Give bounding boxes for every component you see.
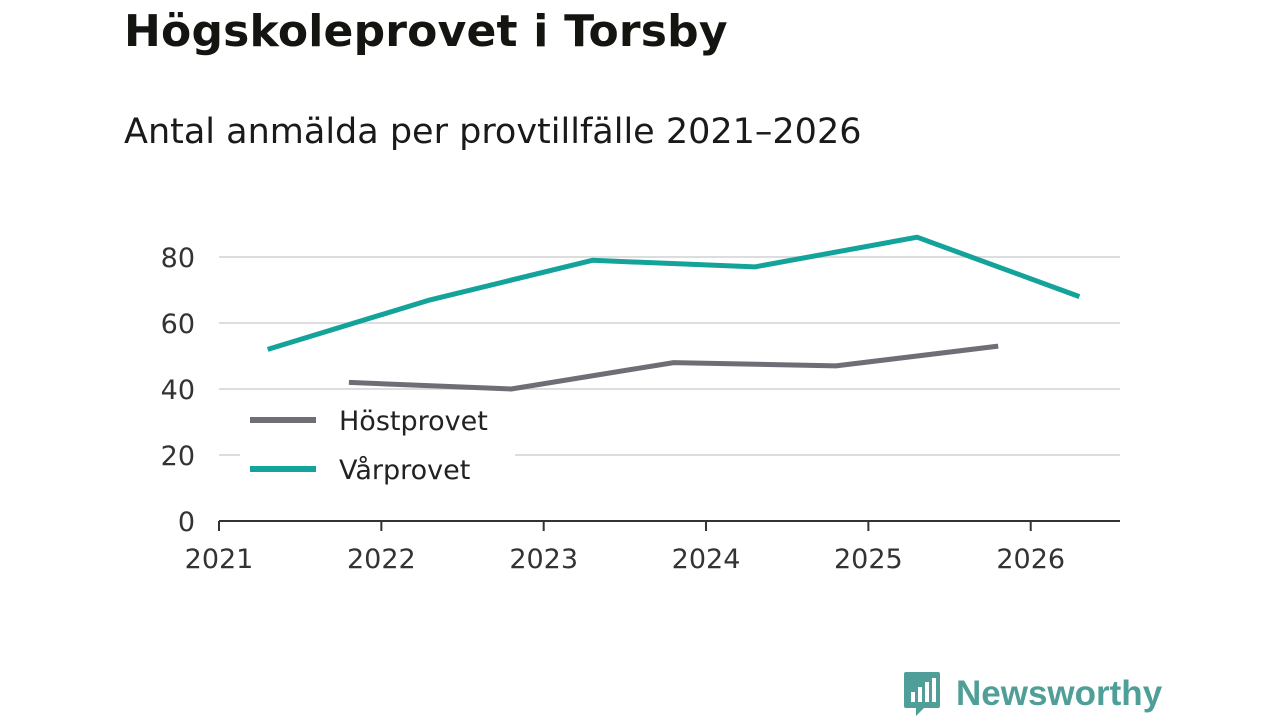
y-tick-label: 0 <box>178 507 195 538</box>
series-line-v-rprovet <box>266 234 1081 352</box>
brand-logo: Newsworthy <box>902 670 1162 718</box>
x-tick-label: 2022 <box>347 544 416 575</box>
y-tick-label: 80 <box>161 243 195 274</box>
x-tick-label: 2025 <box>834 544 903 575</box>
chart-title: Högskoleprovet i Torsby <box>124 6 728 57</box>
series-line-h-stprovet <box>348 343 999 392</box>
x-tick-label: 2026 <box>996 544 1065 575</box>
legend: Höstprovet Vårprovet <box>240 400 515 492</box>
series-lines <box>266 234 1081 392</box>
x-tick-label: 2021 <box>185 544 254 575</box>
y-tick-label: 20 <box>161 441 195 472</box>
legend-label: Vårprovet <box>339 455 470 486</box>
y-tick-label: 40 <box>161 375 195 406</box>
x-axis: 2021 2022 2023 2024 2025 2026 <box>185 520 1120 575</box>
x-tick-label: 2023 <box>509 544 578 575</box>
legend-background <box>240 400 515 492</box>
y-tick-label: 60 <box>161 309 195 340</box>
brand-name: Newsworthy <box>956 674 1163 713</box>
y-axis-labels: 0 20 40 60 80 <box>161 243 195 538</box>
legend-label: Höstprovet <box>339 406 488 437</box>
chart-subtitle: Antal anmälda per provtillfälle 2021–202… <box>124 112 862 152</box>
bar-chart-speech-bubble-icon <box>904 672 940 716</box>
x-tick-label: 2024 <box>672 544 741 575</box>
